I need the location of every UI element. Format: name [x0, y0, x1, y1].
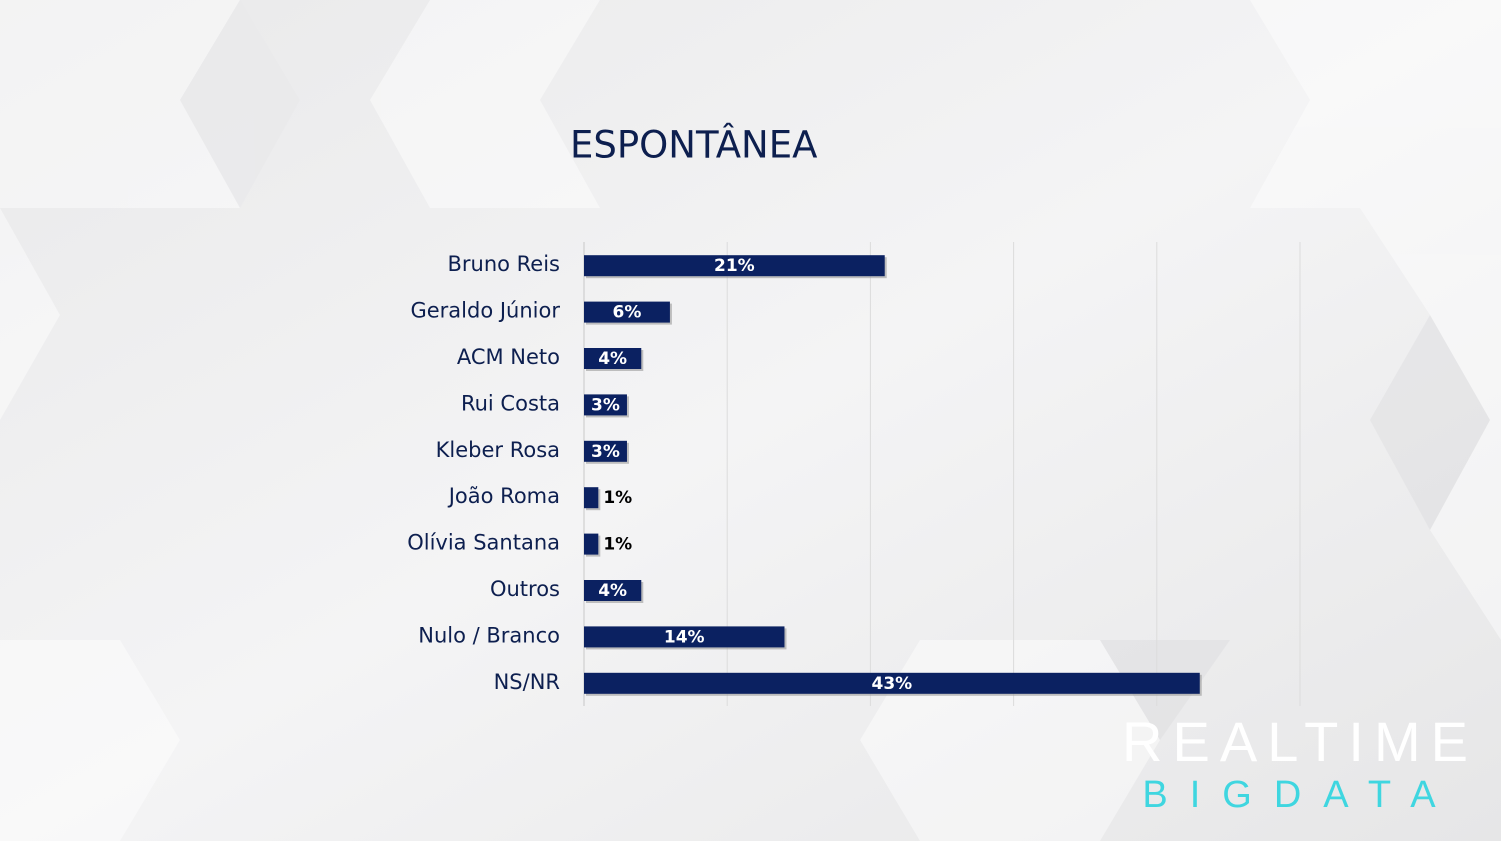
- bar: [584, 301, 670, 323]
- bar: [584, 440, 627, 462]
- chart-title: ESPONTÂNEA: [570, 123, 817, 167]
- y-tick-label: Olívia Santana: [407, 531, 560, 555]
- data-label: 3%: [591, 395, 620, 415]
- data-label: 3%: [591, 442, 620, 462]
- y-tick-label: Outros: [490, 577, 560, 601]
- y-tick-label: Nulo / Branco: [418, 623, 560, 647]
- bar: [584, 255, 885, 277]
- data-label: 1%: [603, 535, 632, 555]
- data-label: 6%: [613, 303, 642, 323]
- logo-line2: BIGDATA: [1142, 774, 1457, 816]
- bar: [584, 626, 785, 648]
- bar: [584, 672, 1200, 694]
- data-label: 43%: [872, 674, 913, 694]
- bar: [584, 348, 642, 369]
- logo-line1: REALTIME: [1122, 710, 1478, 773]
- bar: [584, 580, 642, 601]
- data-label: 1%: [603, 488, 632, 508]
- y-tick-label: Kleber Rosa: [436, 438, 560, 462]
- bar: [584, 394, 627, 416]
- data-label: 21%: [714, 256, 755, 276]
- y-tick-label: Bruno Reis: [447, 252, 560, 276]
- bar: [584, 487, 599, 509]
- y-tick-label: NS/NR: [494, 670, 560, 694]
- data-label: 4%: [598, 349, 627, 369]
- y-tick-label: ACM Neto: [457, 345, 560, 369]
- data-label: 4%: [598, 581, 627, 601]
- y-tick-label: Geraldo Júnior: [410, 299, 560, 323]
- data-label: 14%: [664, 627, 705, 647]
- y-tick-label: João Roma: [447, 484, 560, 508]
- y-tick-label: Rui Costa: [461, 391, 560, 415]
- bar: [584, 533, 599, 555]
